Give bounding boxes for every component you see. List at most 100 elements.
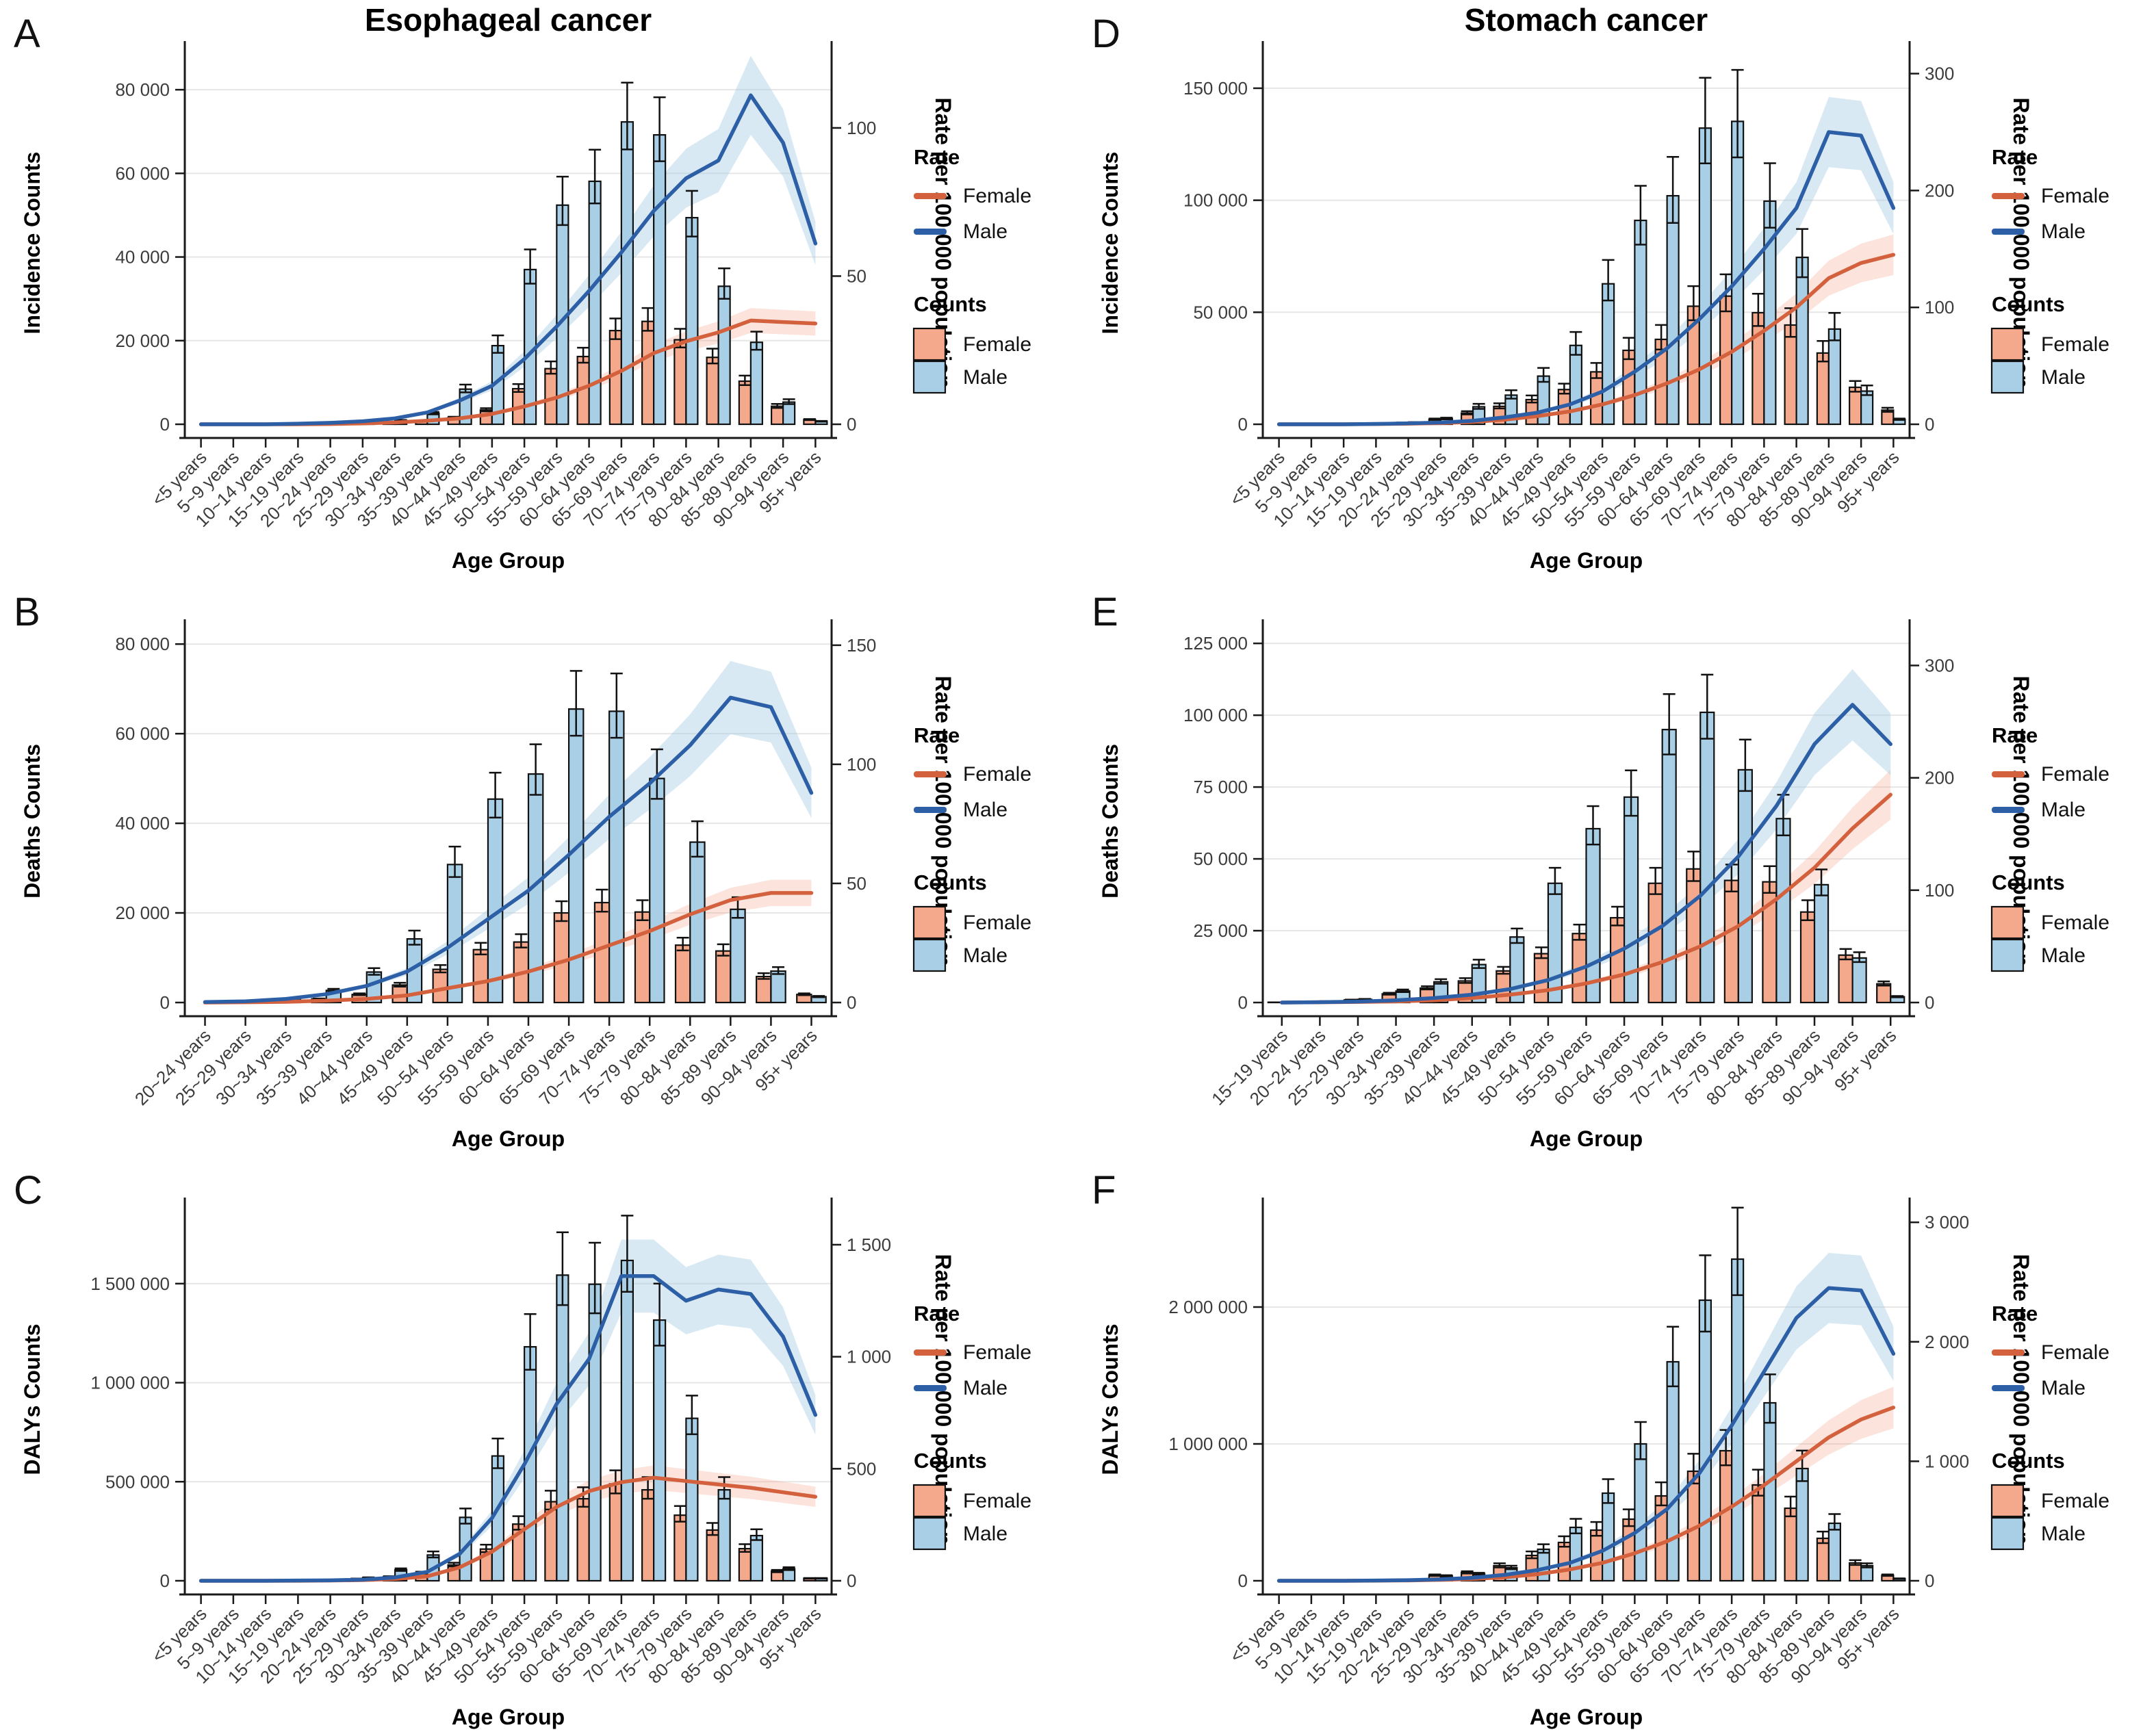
svg-text:125 000: 125 000 — [1183, 633, 1248, 654]
bar-female — [1784, 324, 1797, 426]
svg-text:300: 300 — [1925, 655, 1954, 675]
legend-counts-swatch — [912, 1516, 947, 1551]
legend-counts-swatch — [912, 327, 947, 361]
svg-text:Female: Female — [2041, 1341, 2109, 1364]
chart-svg-C: 0 500 000 1 000 000 1 500 000 0 500 1 000 1 500… — [20, 1198, 1031, 1729]
svg-text:Deaths Counts: Deaths Counts — [20, 744, 44, 899]
bars-group — [204, 670, 827, 1004]
bar-male — [1698, 1299, 1712, 1582]
bar-female — [738, 380, 752, 426]
bar-female — [1622, 1518, 1636, 1582]
bar-female — [608, 1483, 622, 1582]
svg-text:Male: Male — [963, 220, 1008, 243]
bar-male — [1813, 883, 1830, 1004]
panel-dalys-esophageal: 0 500 000 1 000 000 1 500 000 0 500 1 000 1 500… — [0, 1156, 1078, 1732]
svg-text:Counts: Counts — [1992, 1449, 2065, 1473]
bar-female — [641, 1489, 655, 1582]
bars-group — [1267, 673, 1905, 1004]
bar-male — [1537, 1548, 1550, 1582]
svg-text:100: 100 — [847, 754, 876, 775]
svg-text:Age Group: Age Group — [1530, 1705, 1643, 1729]
svg-text:0: 0 — [1238, 414, 1248, 435]
bar-male — [608, 710, 625, 1004]
bar-male — [1547, 882, 1563, 1004]
svg-text:Age Group: Age Group — [452, 548, 565, 573]
legend-rate-swatch — [1992, 771, 2025, 777]
bar-male — [749, 341, 763, 426]
legend-rate-swatch — [914, 807, 947, 813]
svg-text:Male: Male — [963, 1523, 1008, 1545]
svg-text:75 000: 75 000 — [1193, 777, 1248, 797]
svg-text:60 000: 60 000 — [115, 163, 170, 183]
svg-text:1 000: 1 000 — [1925, 1451, 1969, 1471]
svg-text:Female: Female — [963, 333, 1031, 356]
rate_male-line — [1276, 1286, 1896, 1583]
bar-female — [1784, 1507, 1797, 1582]
svg-text:Female: Female — [2041, 1490, 2109, 1512]
bar-male — [717, 1489, 731, 1582]
bar-female — [771, 405, 784, 426]
rate_male-ribbon — [201, 55, 816, 424]
svg-text:Female: Female — [2041, 333, 2109, 356]
legend-rate-swatch — [914, 229, 947, 235]
svg-text:50 000: 50 000 — [1193, 302, 1248, 322]
bars-group — [297, 81, 828, 426]
bar-male — [1569, 1526, 1582, 1582]
svg-text:100: 100 — [1925, 880, 1954, 901]
svg-text:Counts: Counts — [1992, 870, 2065, 894]
bar-female — [674, 944, 691, 1004]
legend-counts-swatch — [1990, 905, 2025, 940]
legend-rate-swatch — [1992, 193, 2025, 199]
bar-male — [649, 777, 665, 1004]
bar-male — [1737, 768, 1753, 1004]
bar-female — [756, 975, 772, 1004]
svg-text:Male: Male — [2041, 220, 2086, 243]
bar-female — [1533, 953, 1550, 1004]
bar-female — [673, 339, 687, 426]
svg-text:Age Group: Age Group — [452, 1126, 565, 1151]
svg-text:Female: Female — [963, 912, 1031, 934]
bar-female — [472, 948, 489, 1004]
svg-text:Male: Male — [2041, 1377, 2086, 1399]
svg-text:1 000 000: 1 000 000 — [90, 1373, 170, 1393]
svg-text:100: 100 — [847, 118, 876, 138]
svg-text:200: 200 — [1925, 180, 1954, 201]
svg-text:Counts: Counts — [1992, 292, 2065, 316]
bar-female — [1849, 386, 1862, 426]
panel-deaths-esophageal: 0 20 000 40 000 60 000 80 000 0 50 100 150 20~24 … — [0, 578, 1078, 1156]
bar-male — [1860, 390, 1874, 426]
svg-text:100: 100 — [1925, 297, 1954, 318]
panel-label-a: A — [14, 12, 40, 56]
svg-text:0: 0 — [160, 414, 170, 435]
bar-female — [641, 320, 655, 426]
panel-incidence-esophageal: 0 20 000 40 000 60 000 80 000 0 50 100 <5 years 5… — [0, 0, 1078, 578]
svg-text:Rate: Rate — [914, 1302, 960, 1326]
svg-text:1 000: 1 000 — [847, 1347, 891, 1367]
bar-female — [634, 911, 651, 1004]
svg-text:0: 0 — [160, 1571, 170, 1591]
svg-text:Rate: Rate — [914, 145, 960, 169]
panel-incidence-stomach: 0 50 000 100 000 150 000 0 100 200 300 <5 years 5… — [1078, 0, 2156, 578]
chart-svg-E: 0 25 000 50 000 75 000 100 000 125 000 0 100 200… — [1098, 619, 2109, 1151]
bar-male — [685, 217, 699, 426]
svg-text:150 000: 150 000 — [1183, 78, 1248, 99]
svg-text:Male: Male — [2041, 1523, 2086, 1545]
bar-male — [1666, 194, 1680, 426]
svg-text:300: 300 — [1925, 64, 1954, 84]
svg-text:50 000: 50 000 — [1193, 849, 1248, 869]
svg-text:Deaths Counts: Deaths Counts — [1098, 744, 1122, 899]
svg-text:3 000: 3 000 — [1925, 1212, 1969, 1232]
svg-text:0: 0 — [847, 414, 856, 435]
rate_male-ribbon — [1279, 1252, 1894, 1581]
bar-female — [673, 1514, 687, 1582]
legend-rate-swatch — [914, 771, 947, 777]
bars-group — [297, 1215, 828, 1582]
rate_male-line — [1280, 703, 1892, 1005]
bar-male — [1763, 1401, 1777, 1582]
bar-female — [1816, 1537, 1830, 1582]
svg-text:25 000: 25 000 — [1193, 920, 1248, 941]
bar-male — [653, 134, 667, 426]
